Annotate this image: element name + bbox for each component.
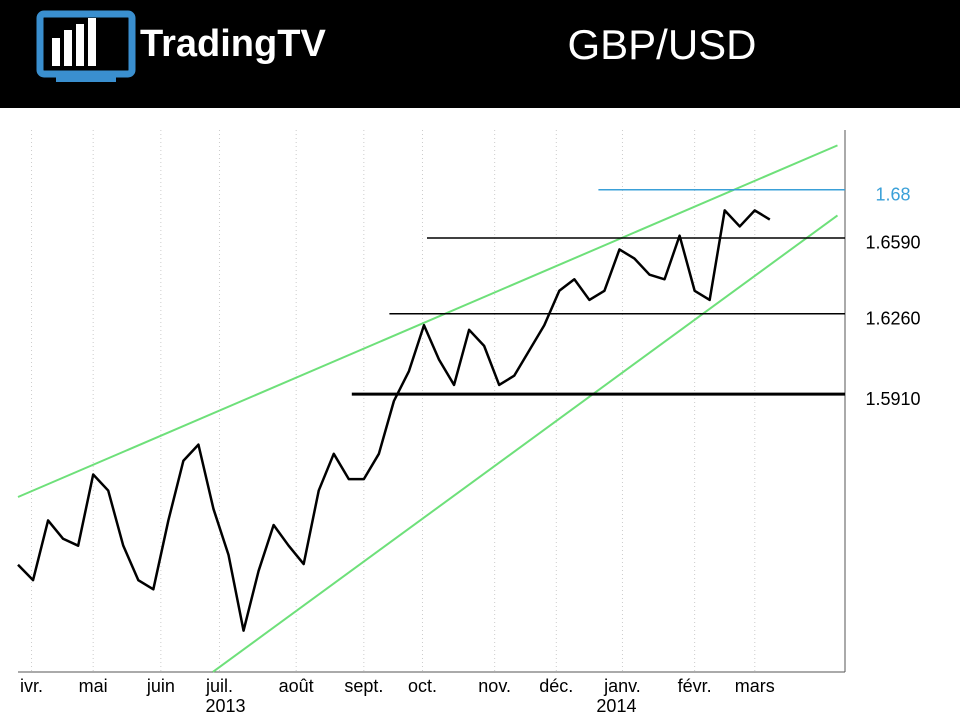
- x-tick-label: févr.: [678, 676, 712, 696]
- price-line: [17, 209, 771, 632]
- x-tick-label: août: [279, 676, 314, 696]
- x-tick-label: juin: [146, 676, 175, 696]
- year-label: 2014: [596, 696, 636, 716]
- x-tick-label: janv.: [603, 676, 641, 696]
- x-tick-label: déc.: [539, 676, 573, 696]
- x-tick-label: mars: [735, 676, 775, 696]
- level-label: 1.6590: [865, 233, 920, 253]
- header-bar: [0, 0, 960, 108]
- level-label: 1.6260: [865, 308, 920, 328]
- x-tick-label: ivr.: [20, 676, 43, 696]
- trendline: [17, 144, 838, 498]
- chart-title: GBP/USD: [567, 21, 756, 68]
- trendline: [212, 214, 839, 673]
- year-label: 2013: [205, 696, 245, 716]
- level-label: 1.68: [875, 184, 910, 204]
- x-tick-label: mai: [79, 676, 108, 696]
- brand: TradingTV: [140, 23, 326, 65]
- level-label: 1.5910: [865, 389, 920, 409]
- x-tick-label: juil.: [205, 676, 233, 696]
- logo-icon: [36, 10, 136, 82]
- x-tick-label: oct.: [408, 676, 437, 696]
- x-tick-label: nov.: [478, 676, 511, 696]
- x-tick-label: sept.: [344, 676, 383, 696]
